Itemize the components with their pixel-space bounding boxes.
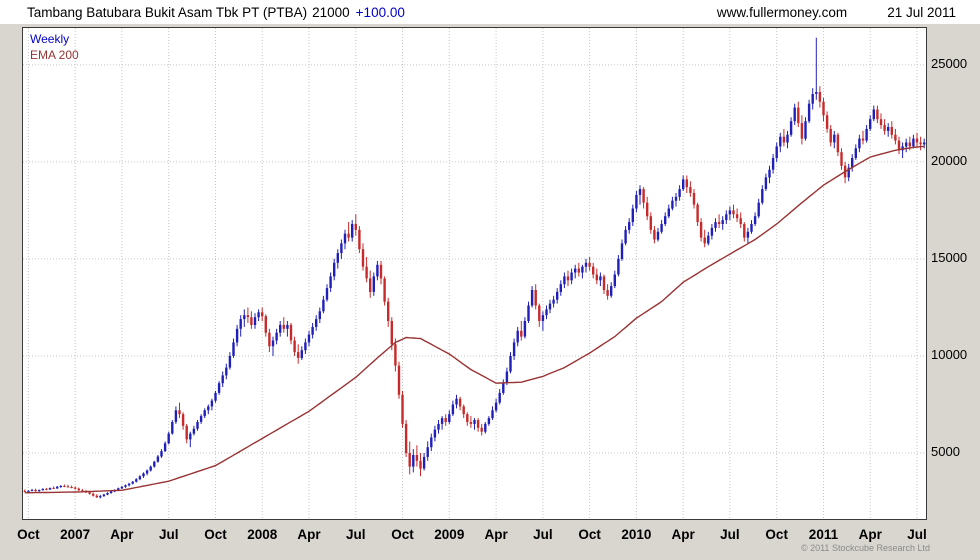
x-axis-tick-label: 2010 <box>621 527 652 542</box>
x-axis-tick-label: Apr <box>297 527 321 542</box>
y-axis-tick-label: 10000 <box>931 346 968 362</box>
x-axis-tick-label: Oct <box>578 527 601 542</box>
instrument-title: Tambang Batubara Bukit Asam Tbk PT (PTBA… <box>27 4 308 20</box>
x-axis-tick-label: Apr <box>671 527 695 542</box>
x-axis-tick-label: Jul <box>158 527 179 542</box>
x-axis-tick-label: Jul <box>907 527 927 542</box>
price-change: +100.00 <box>355 4 405 20</box>
x-axis-tick-label: 2007 <box>60 527 91 542</box>
last-price: 21000 <box>312 4 350 20</box>
chart-date: 21 Jul 2011 <box>887 4 956 20</box>
x-axis-tick-label: Oct <box>204 527 227 542</box>
y-axis-tick-label: 20000 <box>931 152 968 168</box>
x-axis-tick-label: 2011 <box>808 527 839 542</box>
x-axis-tick-label: Oct <box>391 527 414 542</box>
site-url: www.fullermoney.com <box>716 4 848 20</box>
y-axis-tick-label: 25000 <box>931 55 968 71</box>
title-block: Tambang Batubara Bukit Asam Tbk PT (PTBA… <box>0 5 405 20</box>
x-axis-tick-label: Apr <box>484 527 508 542</box>
x-axis-tick-label: Apr <box>110 527 134 542</box>
y-axis-tick-label: 5000 <box>931 444 960 460</box>
chart-plot-area: Weekly EMA 200 <box>22 27 927 520</box>
header-meta: www.fullermoney.com 21 Jul 2011 <box>717 5 980 20</box>
x-axis-tick-label: Oct <box>17 527 40 542</box>
candlestick-chart <box>23 28 926 519</box>
x-axis-tick-label: 2009 <box>434 527 465 542</box>
x-axis-tick-label: 2008 <box>247 527 278 542</box>
chart-header: Tambang Batubara Bukit Asam Tbk PT (PTBA… <box>0 0 980 24</box>
copyright-notice: © 2011 Stockcube Research Ltd <box>800 543 930 553</box>
legend-timeframe: Weekly <box>30 32 70 46</box>
x-axis-tick-label: Jul <box>720 527 740 542</box>
legend-ema-200: EMA 200 <box>30 48 79 62</box>
x-axis-tick-label: Jul <box>533 527 553 542</box>
chart-legend: Weekly EMA 200 <box>30 31 79 63</box>
x-axis-tick-label: Apr <box>858 527 882 542</box>
y-axis-tick-label: 15000 <box>931 249 968 265</box>
x-axis-tick-label: Oct <box>765 527 788 542</box>
x-axis-tick-label: Jul <box>346 527 366 542</box>
